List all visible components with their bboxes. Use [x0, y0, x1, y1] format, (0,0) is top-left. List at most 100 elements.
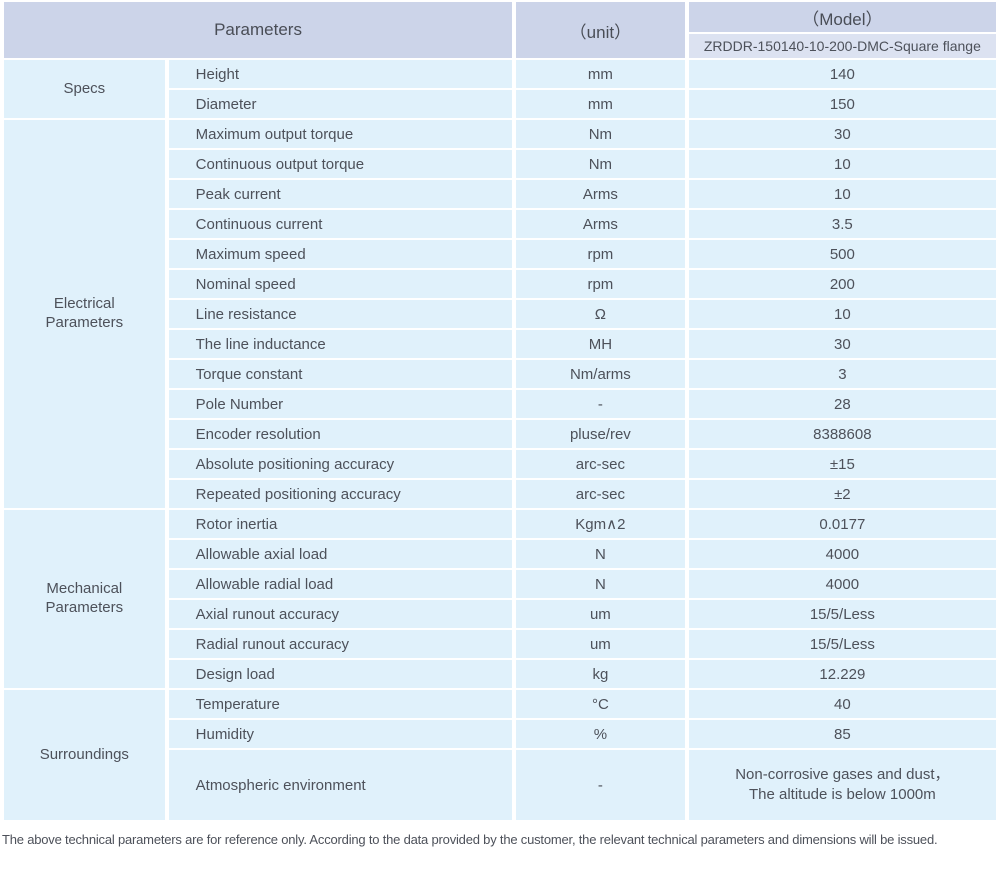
parameter-value: 4000: [688, 540, 996, 568]
model-number: ZRDDR-150140-10-200-DMC-Square flange: [688, 34, 996, 58]
group-cell: Specs: [4, 60, 165, 118]
table-row: Encoder resolution pluse/rev 8388608: [4, 420, 996, 448]
table-row: Electrical Parameters Maximum output torq…: [4, 120, 996, 508]
table-row: Line resistance Ω 10: [4, 300, 996, 328]
model-header: （Model）: [688, 2, 996, 32]
parameter-name: Encoder resolution: [168, 420, 513, 448]
parameter-value: 8388608: [688, 420, 996, 448]
parameter-name: Torque constant: [168, 360, 513, 388]
table-row: Surroundings Temperature °C 40: [4, 690, 996, 820]
parameter-value: Non-corrosive gases and dust， The altitud…: [688, 750, 996, 820]
parameter-unit: MH: [516, 330, 685, 358]
parameter-unit: Nm: [516, 120, 685, 148]
parameter-name: Allowable axial load: [168, 540, 513, 568]
parameter-name: Pole Number: [168, 390, 513, 418]
value-line: Non-corrosive gases and dust，: [735, 765, 950, 783]
table-row: Nominal speed rpm 200: [4, 270, 996, 298]
table-row: Pole Number -28: [4, 390, 996, 418]
parameter-unit: -: [516, 390, 685, 418]
parameter-unit: -: [516, 750, 685, 820]
parameter-value: 10: [688, 180, 996, 208]
parameter-name: Line resistance: [168, 300, 513, 328]
parameter-unit: arc-sec: [516, 480, 685, 508]
parameter-unit: Arms: [516, 210, 685, 238]
parameter-unit: pluse/rev: [516, 420, 685, 448]
table-row: Radial runout accuracy um 15/5/Less: [4, 630, 996, 658]
parameter-unit: Nm: [516, 150, 685, 178]
parameter-value: 15/5/Less: [688, 630, 996, 658]
parameter-unit: mm: [516, 90, 685, 118]
table-row: Allowable radial load N 4000: [4, 570, 996, 598]
table-body: Specs Height mm 140 Diameter mm 150 Electrical …: [4, 60, 996, 820]
parameter-name: Temperature: [168, 690, 513, 718]
parameter-name: Allowable radial load: [168, 570, 513, 598]
parameter-unit: N: [516, 540, 685, 568]
parameter-value: 4000: [688, 570, 996, 598]
table-row: Torque constant Nm/arms 3: [4, 360, 996, 388]
group-label: Specs: [63, 79, 106, 97]
parameter-name: Design load: [168, 660, 513, 688]
table-row: Peak current Arms 10: [4, 180, 996, 208]
table-row: Mechanical Parameters Rotor inertia Kgm∧2 0…: [4, 510, 996, 688]
parameter-unit: um: [516, 630, 685, 658]
parameter-value: 85: [688, 720, 996, 748]
parameter-unit: rpm: [516, 270, 685, 298]
parameters-header: Parameters: [4, 2, 513, 58]
parameter-value: 15/5/Less: [688, 600, 996, 628]
parameter-name: Diameter: [168, 90, 513, 118]
parameter-unit: kg: [516, 660, 685, 688]
table-row: Allowable axial load N 4000: [4, 540, 996, 568]
parameter-name: Maximum output torque: [168, 120, 513, 148]
parameter-unit: mm: [516, 60, 685, 88]
parameter-value: 200: [688, 270, 996, 298]
table-row: The line inductance MH 30: [4, 330, 996, 358]
table-row: Atmospheric environment - Non-corrosive ga…: [4, 750, 996, 820]
parameter-unit: rpm: [516, 240, 685, 268]
parameter-unit: arc-sec: [516, 450, 685, 478]
parameter-unit: %: [516, 720, 685, 748]
parameter-value: 10: [688, 150, 996, 178]
footer-note: The above technical parameters are for r…: [2, 832, 938, 847]
parameter-name: Nominal speed: [168, 270, 513, 298]
parameter-value: 0.0177: [688, 510, 996, 538]
parameter-value: 30: [688, 120, 996, 148]
parameter-value: 30: [688, 330, 996, 358]
parameter-value: ±2: [688, 480, 996, 508]
parameter-name: Radial runout accuracy: [168, 630, 513, 658]
parameter-name: Atmospheric environment: [168, 750, 513, 820]
table-row: Continuous output torque Nm 10: [4, 150, 996, 178]
parameter-unit: Nm/arms: [516, 360, 685, 388]
parameter-name: Repeated positioning accuracy: [168, 480, 513, 508]
table-row: Maximum speed rpm 500: [4, 240, 996, 268]
group-label: Mechanical Parameters: [45, 580, 124, 616]
table-row: Axial runout accuracy um 15/5/Less: [4, 600, 996, 628]
parameter-value: 140: [688, 60, 996, 88]
parameter-unit: Ω: [516, 300, 685, 328]
group-label: Surroundings: [39, 745, 129, 763]
table-row: Design load kg 12.229: [4, 660, 996, 688]
value-line: The altitude is below 1000m: [748, 786, 936, 803]
parameter-name: Continuous current: [168, 210, 513, 238]
parameter-value: 40: [688, 690, 996, 718]
group-cell: Surroundings: [4, 690, 165, 820]
parameter-name: The line inductance: [168, 330, 513, 358]
table-row: Repeated positioning accuracy arc-sec ±2: [4, 480, 996, 508]
parameter-value: 150: [688, 90, 996, 118]
parameter-value: 500: [688, 240, 996, 268]
table-header: Parameters （unit） （Model） ZRDDR-150140-1…: [4, 2, 996, 58]
parameter-unit: um: [516, 600, 685, 628]
group-label: Electrical Parameters: [45, 295, 124, 331]
spec-table: Parameters （unit） （Model） ZRDDR-150140-1…: [4, 2, 996, 820]
parameter-value: 28: [688, 390, 996, 418]
parameter-unit: Arms: [516, 180, 685, 208]
parameter-name: Continuous output torque: [168, 150, 513, 178]
group-cell: Mechanical Parameters: [4, 510, 165, 688]
table-row: Absolute positioning accuracy arc-sec ±15: [4, 450, 996, 478]
unit-header: （unit）: [516, 2, 685, 58]
parameter-value: ±15: [688, 450, 996, 478]
group-cell: Electrical Parameters: [4, 120, 165, 508]
parameter-name: Absolute positioning accuracy: [168, 450, 513, 478]
table-row: Humidity% 85: [4, 720, 996, 748]
parameter-name: Humidity: [168, 720, 513, 748]
parameter-name: Height: [168, 60, 513, 88]
